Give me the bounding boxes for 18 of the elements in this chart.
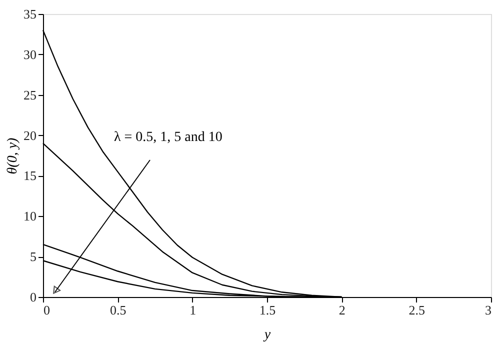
y-tick-label: 30 — [24, 46, 36, 62]
x-axis-title: y — [262, 328, 272, 342]
y-axis-title: θ(0, y) — [6, 137, 20, 174]
y-tick-label: 15 — [24, 168, 36, 184]
y-tick-label: 0 — [30, 290, 36, 304]
x-tick-label: 1 — [190, 302, 196, 318]
x-tick-label: 3 — [485, 302, 492, 318]
x-tick-label: 0 — [44, 302, 50, 318]
x-tick-label: 2 — [338, 302, 346, 318]
y-tick-label: 10 — [24, 208, 36, 224]
x-tick-label: 0.5 — [110, 302, 126, 318]
annotation: λ = 0.5, 1, 5 and 10 — [114, 130, 222, 145]
y-tick-label: 5 — [30, 249, 36, 264]
y-tick-label: 35 — [24, 6, 36, 22]
x-tick-label: 2.5 — [408, 302, 425, 318]
y-tick-label: 25 — [24, 87, 36, 102]
y-tick-label: 20 — [24, 128, 36, 143]
x-tick-label: 1.5 — [259, 302, 276, 318]
